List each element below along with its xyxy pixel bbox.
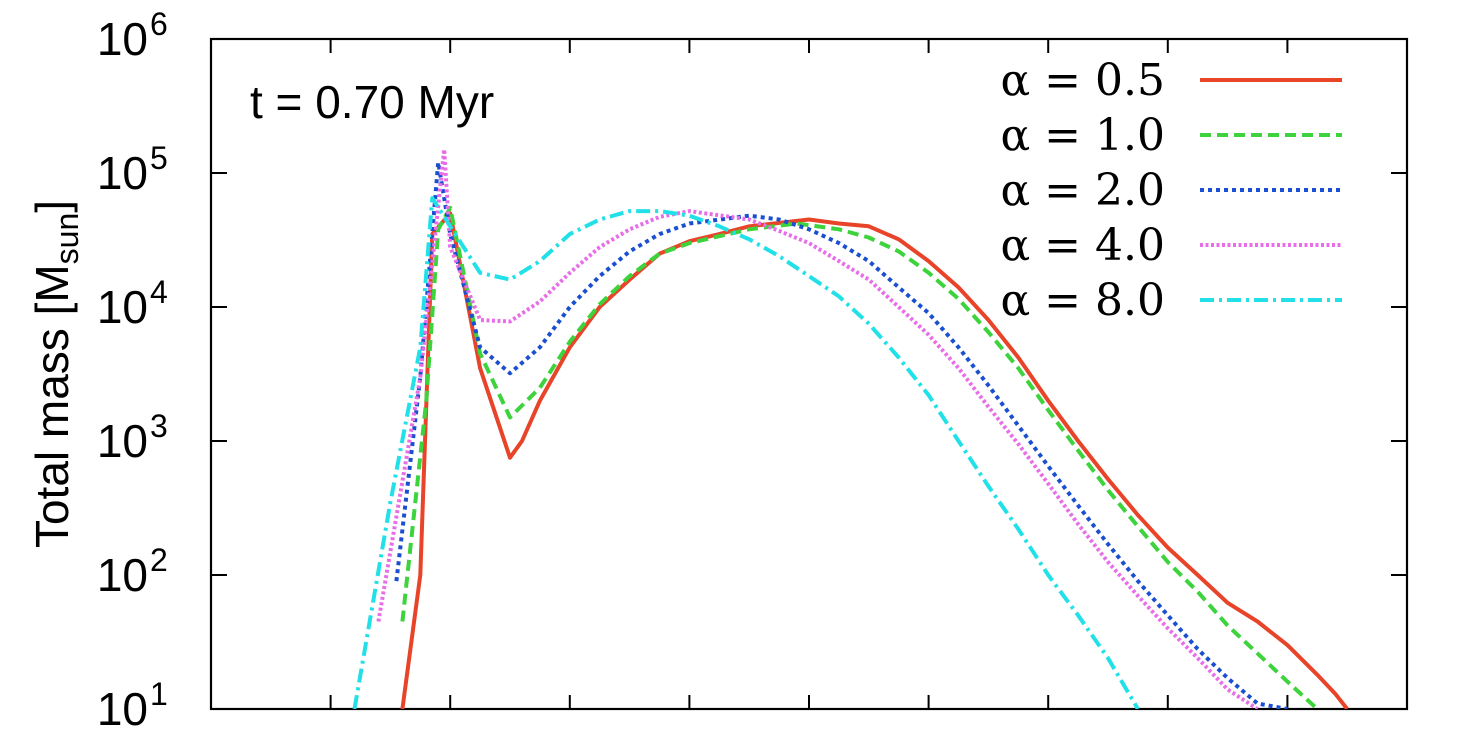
y-tick-label-4: 105 [97, 140, 168, 199]
series-line-1 [400, 205, 1319, 709]
series-line-4 [352, 196, 1140, 709]
y-tick-label-1: 102 [97, 542, 168, 601]
y-tick-label-0: 101 [97, 676, 168, 735]
y-axis-label-close: ] [26, 200, 78, 213]
y-axis-label-subscript: sun [49, 213, 85, 265]
plot-frame [209, 37, 1409, 711]
ticks [211, 38, 1407, 710]
y-tick-labels: 101 102 103 104 105 106 [97, 6, 168, 735]
legend-label-0: α = 0.5 [1000, 55, 1165, 106]
y-axis-label: Total mass [Msun] [26, 200, 85, 548]
series-line-0 [400, 211, 1349, 709]
legend: α = 0.5α = 1.0α = 2.0α = 4.0α = 8.0 [1000, 55, 1342, 326]
y-axis-label-main: Total mass [M [26, 264, 78, 548]
legend-label-3: α = 4.0 [1000, 220, 1165, 271]
series-layer [352, 147, 1349, 709]
y-tick-label-3: 104 [97, 274, 168, 333]
series-line-2 [394, 160, 1288, 709]
time-annotation: t = 0.70 Myr [250, 76, 494, 128]
series-line-3 [376, 147, 1259, 709]
y-tick-label-2: 103 [97, 408, 168, 467]
legend-label-2: α = 2.0 [1000, 165, 1165, 216]
legend-label-4: α = 8.0 [1000, 275, 1165, 326]
legend-label-1: α = 1.0 [1000, 110, 1165, 161]
y-tick-label-5: 106 [97, 6, 168, 65]
